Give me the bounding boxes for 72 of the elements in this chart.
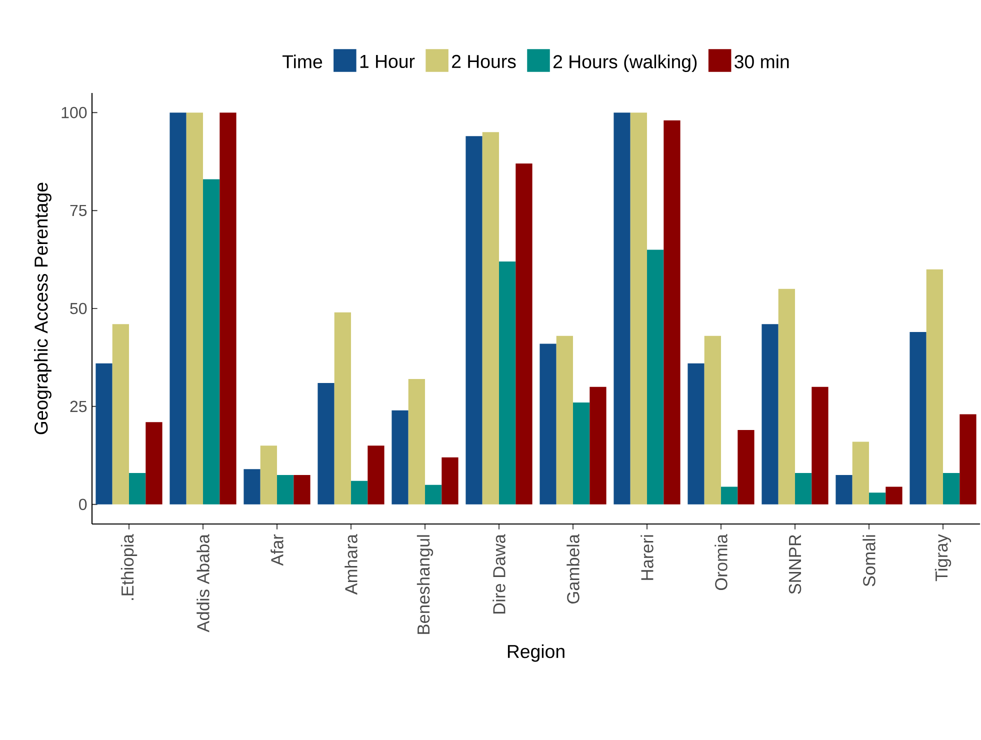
bar: [516, 164, 532, 504]
bar: [392, 410, 408, 504]
bar: [368, 446, 384, 504]
x-tick-label: Somali: [862, 535, 876, 586]
y-tick-label: 100: [62, 106, 87, 118]
bar: [203, 179, 220, 504]
x-tick-label: Beneshangul: [416, 535, 434, 634]
legend-title: Time: [282, 54, 322, 68]
bar: [943, 473, 960, 504]
bar: [499, 261, 516, 504]
bar: [762, 324, 778, 504]
bar: [886, 486, 902, 504]
legend-label: 1 Hour: [360, 54, 415, 68]
bar: [318, 382, 334, 504]
legend-label: 2 Hours (walking): [553, 54, 697, 72]
bar: [738, 430, 754, 504]
bar: [910, 332, 926, 504]
x-tick-label: .Ethiopia: [120, 534, 138, 600]
x-tick-label: Addis Ababa: [196, 534, 210, 632]
legend-label: 30 min: [734, 54, 789, 68]
bar: [334, 312, 352, 504]
x-tick-label: Hareri: [640, 535, 654, 580]
bar: [926, 269, 944, 504]
bar: [852, 442, 870, 504]
x-tick-label: SNNPR: [788, 534, 802, 594]
bar: [721, 486, 738, 504]
bar: [556, 336, 574, 504]
bar: [112, 324, 129, 504]
x-tick-label: Tigray: [934, 534, 952, 582]
bar: [573, 402, 590, 504]
bar: [795, 473, 812, 504]
bar: [408, 379, 426, 504]
bar: [277, 475, 294, 504]
bar: [869, 492, 886, 504]
bar: [220, 112, 236, 504]
bar: [244, 469, 260, 504]
y-tick-label: 25: [70, 400, 87, 412]
x-axis-title: Region: [508, 644, 564, 662]
y-tick-label: 75: [70, 204, 87, 216]
bar: [778, 288, 796, 504]
bar: [704, 336, 722, 504]
bar: [442, 457, 458, 504]
bar: [170, 112, 186, 504]
bar: [630, 112, 648, 504]
bar: [688, 363, 704, 504]
bar: [836, 475, 852, 504]
bar: [146, 422, 162, 504]
bar: [647, 250, 664, 504]
x-tick-label: Afar: [270, 534, 284, 566]
legend-label: 2 Hours: [452, 54, 516, 68]
bar: [129, 473, 146, 504]
y-axis-title: Geographic Access Perentage: [34, 182, 52, 434]
bar: [590, 386, 606, 504]
bar: [614, 112, 630, 504]
bar: [540, 344, 556, 504]
x-tick-label: Amhara: [344, 534, 358, 595]
bar: [812, 386, 828, 504]
bar: [96, 363, 112, 504]
bar: [294, 475, 310, 504]
x-tick-label: Gambela: [566, 534, 580, 604]
bar: [960, 414, 976, 504]
bar: [466, 136, 482, 504]
bar: [482, 132, 500, 504]
y-tick-label: 50: [70, 302, 87, 314]
x-tick-label: Oromia: [714, 534, 728, 590]
bar: [351, 480, 368, 504]
bar: [186, 112, 204, 504]
x-tick-label: Dire Dawa: [492, 534, 506, 614]
y-tick-label: 0: [79, 498, 87, 510]
bar: [425, 484, 442, 504]
bar: [664, 120, 680, 504]
bar: [260, 446, 278, 504]
